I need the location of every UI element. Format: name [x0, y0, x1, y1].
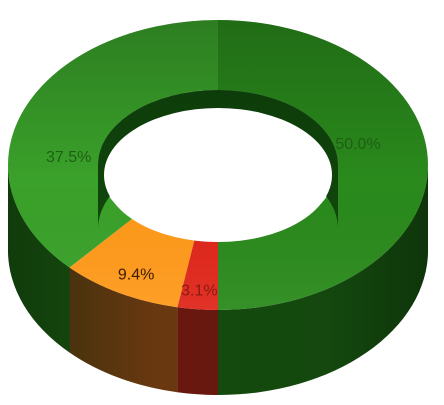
top-shade: [7, 20, 428, 310]
slice-label-0: 50.0%: [335, 136, 380, 153]
slice-label-2: 9.4%: [118, 267, 154, 284]
outer-wall-shade: [8, 165, 428, 395]
slice-label-1: 3.1%: [181, 283, 217, 300]
slice-label-3: 37.5%: [46, 149, 91, 166]
donut-hole: [104, 108, 332, 242]
